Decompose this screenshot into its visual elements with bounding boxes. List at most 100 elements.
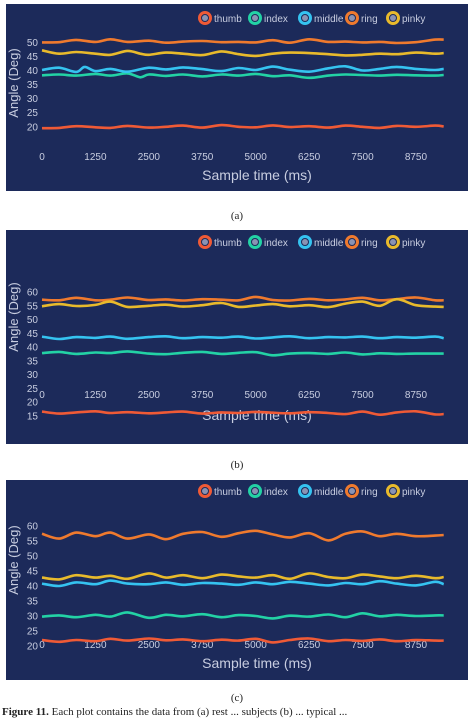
y-tick-label: 45 — [27, 567, 39, 578]
series-line-index — [41, 72, 444, 80]
y-tick-label: 40 — [27, 66, 39, 77]
y-tick-label: 45 — [27, 52, 39, 63]
legend-marker-dot — [349, 488, 355, 494]
plot-background — [6, 480, 468, 680]
legend-marker-ring — [298, 484, 312, 498]
x-tick-label: 5000 — [245, 390, 268, 401]
x-tick-label: 0 — [39, 152, 45, 163]
legend-item: middle — [298, 11, 344, 25]
legend-marker-ring — [345, 11, 359, 25]
legend-item: ring — [345, 484, 378, 498]
legend-label: pinky — [402, 487, 425, 498]
x-tick-label: 5000 — [245, 152, 268, 163]
legend-marker-ring — [248, 484, 262, 498]
legend-marker-ring — [345, 235, 359, 249]
y-tick-label: 25 — [27, 108, 39, 119]
y-tick-label: 20 — [27, 122, 39, 133]
chart-svg: thumb index middle ring pinky 15 20 25 30 35 40 45 5… — [6, 230, 468, 444]
x-tick-label: 8750 — [405, 152, 428, 163]
legend-marker-dot — [349, 239, 355, 245]
legend-item: pinky — [386, 235, 425, 249]
y-tick-label: 35 — [27, 356, 39, 367]
legend-item: thumb — [198, 235, 242, 249]
x-tick-label: 5000 — [245, 640, 268, 651]
legend-item: pinky — [386, 11, 425, 25]
legend-item: middle — [298, 484, 344, 498]
legend-label: ring — [361, 238, 378, 249]
x-tick-label: 1250 — [84, 390, 107, 401]
legend-marker-ring — [248, 235, 262, 249]
legend-marker-dot — [252, 239, 258, 245]
x-tick-label: 6250 — [298, 640, 321, 651]
legend-marker-ring — [386, 235, 400, 249]
legend-marker-dot — [349, 15, 355, 21]
x-tick-label: 3750 — [191, 640, 214, 651]
legend: thumb index middle ring pinky — [198, 235, 425, 249]
y-tick-label: 25 — [27, 384, 39, 395]
legend-marker-ring — [345, 484, 359, 498]
legend-marker-dot — [252, 488, 258, 494]
y-tick-label: 25 — [27, 627, 39, 638]
chart-svg: thumb index middle ring pinky202530354045500… — [6, 4, 468, 191]
series-line-index — [41, 350, 444, 357]
x-axis-title: Sample time (ms) — [202, 167, 312, 183]
legend-label: pinky — [402, 238, 425, 249]
legend-item: index — [248, 484, 288, 498]
legend-marker-dot — [252, 15, 258, 21]
legend-item: index — [248, 11, 288, 25]
y-tick-label: 45 — [27, 329, 39, 340]
panel-caption: (a) — [230, 210, 244, 222]
y-tick-label: 55 — [27, 301, 39, 312]
x-tick-label: 8750 — [405, 390, 428, 401]
legend-label: ring — [361, 487, 378, 498]
legend-label: index — [264, 238, 288, 249]
series-line-ring — [41, 37, 444, 45]
series-line-thumb — [41, 637, 444, 644]
legend-marker-ring — [198, 235, 212, 249]
series-line-thumb — [41, 409, 444, 417]
x-tick-label: 1250 — [84, 152, 107, 163]
figure-label: Figure 11. — [2, 706, 49, 718]
x-tick-label: 8750 — [405, 640, 428, 651]
legend-marker-ring — [386, 484, 400, 498]
legend-marker-dot — [390, 488, 396, 494]
legend-marker-dot — [390, 239, 396, 245]
legend-marker-dot — [302, 488, 308, 494]
x-tick-label: 6250 — [298, 390, 321, 401]
legend-marker-dot — [390, 15, 396, 21]
y-tick-label: 15 — [27, 411, 39, 422]
y-tick-label: 50 — [27, 552, 39, 563]
x-tick-label: 3750 — [191, 390, 214, 401]
panel-caption: (c) — [230, 692, 244, 704]
y-tick-label: 30 — [27, 370, 39, 381]
series-line-middle — [41, 579, 445, 588]
x-tick-label: 3750 — [191, 152, 214, 163]
panel-caption: (b) — [230, 459, 244, 471]
legend-marker-ring — [198, 484, 212, 498]
series-line-index — [41, 611, 444, 620]
legend: thumb index middle ring pinky — [198, 11, 425, 25]
series-line-thumb — [41, 123, 444, 130]
legend-label: ring — [361, 14, 378, 25]
legend-item: thumb — [198, 11, 242, 25]
y-axis-title: Angle (Deg) — [6, 525, 21, 594]
x-tick-label: 1250 — [84, 640, 107, 651]
legend-marker-ring — [298, 235, 312, 249]
series-line-ring — [41, 295, 444, 302]
legend-label: thumb — [214, 487, 242, 498]
chart-svg: thumb index middle ring pinky 20 25 30 35 40 45 50 5… — [6, 480, 468, 680]
legend-label: thumb — [214, 14, 242, 25]
legend-label: pinky — [402, 14, 425, 25]
x-tick-label: 2500 — [138, 640, 161, 651]
y-tick-label: 50 — [27, 315, 39, 326]
x-axis-title: Sample time (ms) — [202, 655, 312, 671]
x-tick-label: 7500 — [351, 640, 374, 651]
series-line-ring — [41, 529, 444, 542]
legend-label: middle — [314, 14, 344, 25]
x-tick-label: 2500 — [138, 390, 161, 401]
y-tick-label: 30 — [27, 612, 39, 623]
legend-marker-ring — [386, 11, 400, 25]
legend-marker-dot — [302, 15, 308, 21]
legend-marker-ring — [248, 11, 262, 25]
legend-marker-dot — [202, 15, 208, 21]
